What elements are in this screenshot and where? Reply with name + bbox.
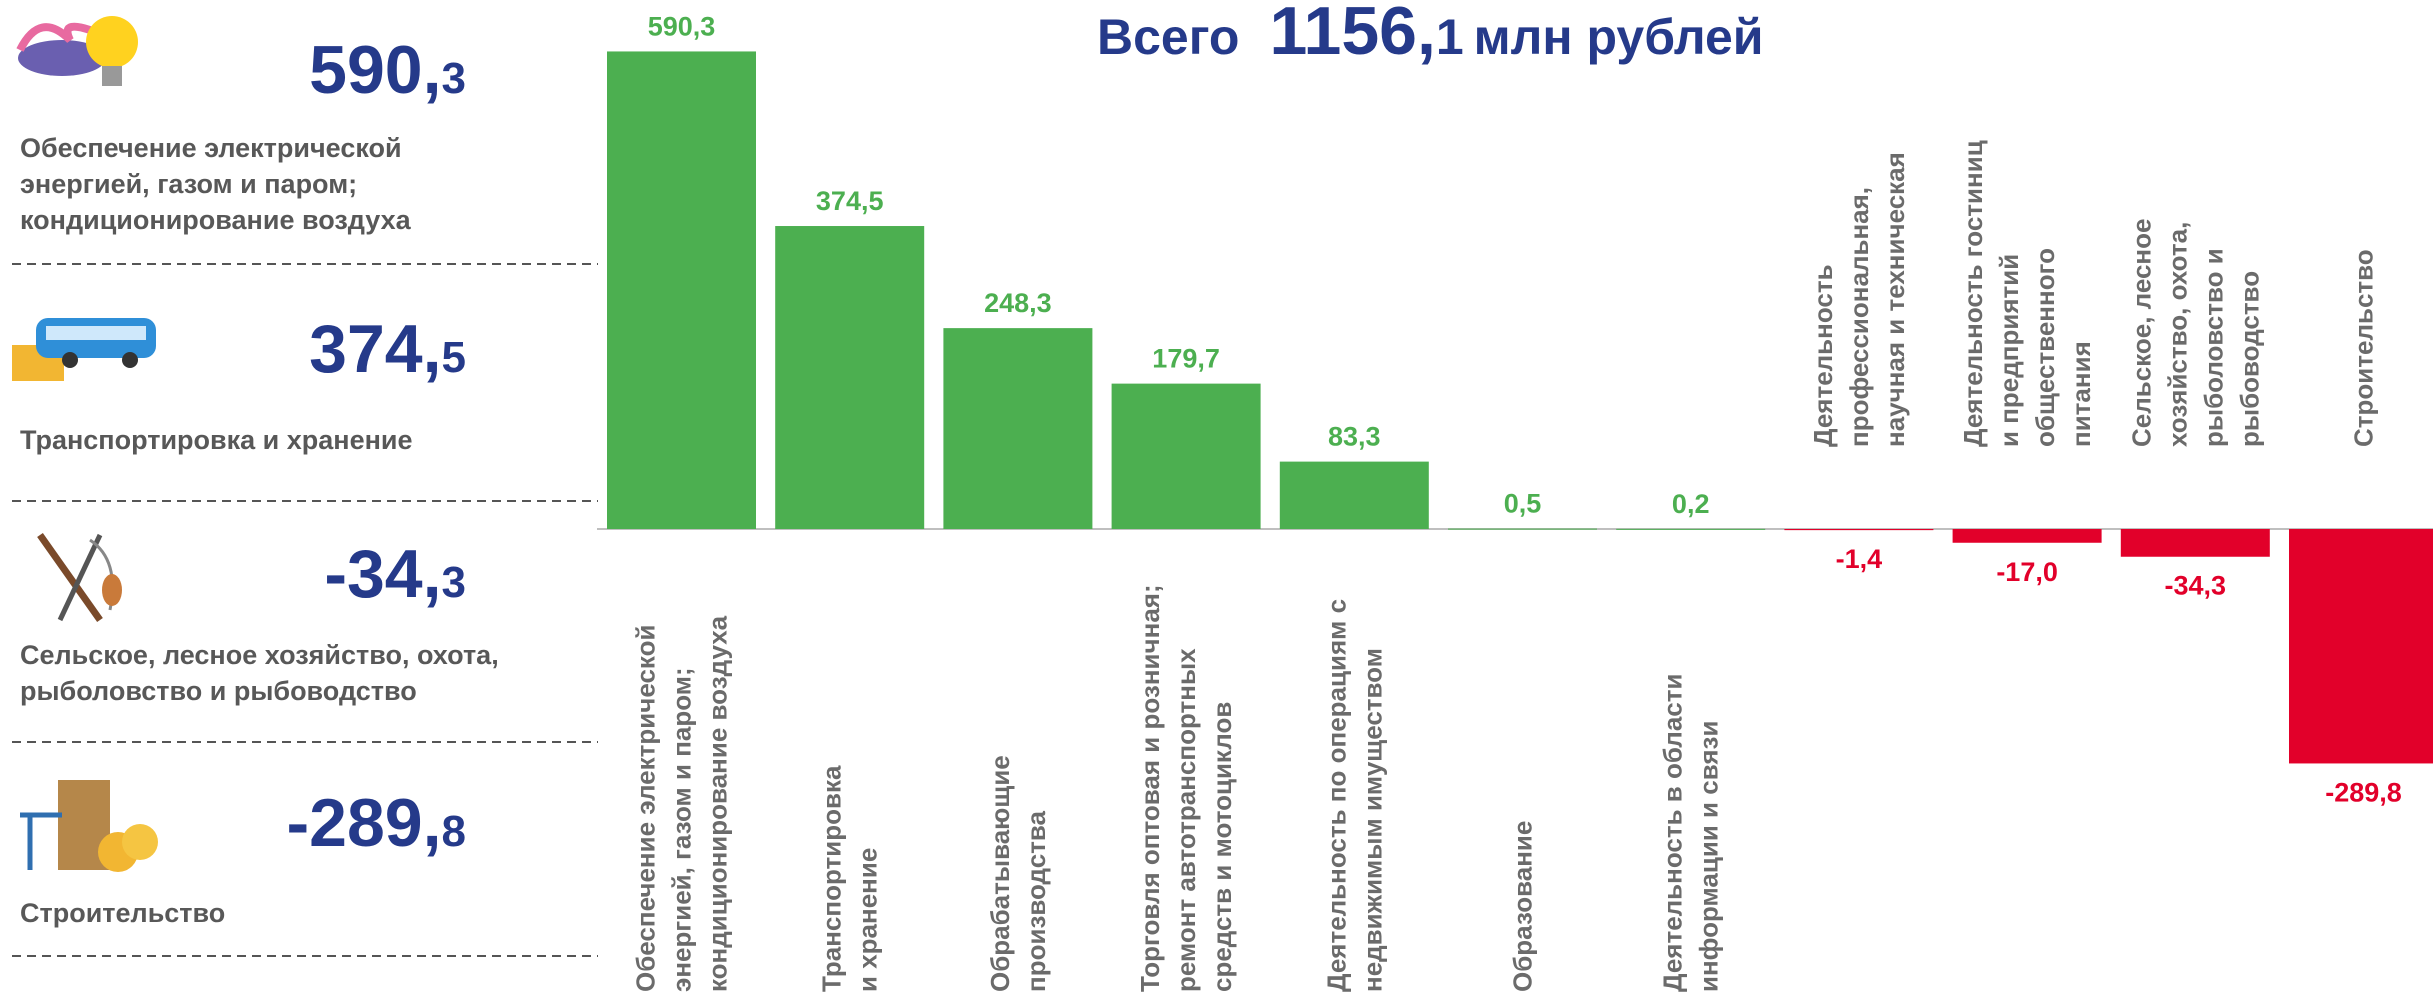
value-label: 179,7 [1152,344,1220,374]
icon-transport [12,318,156,381]
bar [2120,529,2270,557]
highlight-label: Обеспечение электрической энергией, газом… [20,133,412,235]
value-label: -289,8 [2325,777,2402,807]
category-label: Деятельность профессиональная, научная и т… [1808,152,1910,447]
value-label: 83,3 [1328,422,1381,452]
category-label: Обрабатывающие производства [985,755,1051,992]
value-label: -34,3 [2165,571,2227,601]
category-label: Обеспечение электрической энергией, газом… [631,615,733,992]
bar [2289,529,2433,764]
category-label: Деятельность в области информации и связи [1658,674,1724,992]
bar [1952,529,2102,543]
highlight-label: Транспортировка и хранение [20,425,413,455]
value-label: -17,0 [1996,557,2058,587]
bar [1784,529,1934,531]
bar [1448,528,1597,530]
bar [775,226,925,530]
highlight-value: -289,8 [287,785,466,861]
value-label: -1,4 [1836,544,1883,574]
category-label: Деятельность гостиниц и предприятий общест… [1958,140,2096,447]
bar [943,328,1093,529]
category-label: Строительство [2349,249,2379,447]
category-label: Образование [1508,821,1538,992]
bar [1111,383,1261,529]
value-label: 248,3 [984,288,1052,318]
bar [607,51,756,530]
highlight-value: 374,5 [309,311,466,387]
category-label: Сельское, лесное хозяйство, охота, рыболов… [2126,219,2264,447]
category-label: Торговля оптовая и розничная; ремонт авто… [1135,584,1237,992]
chart-title: Всего 1156,1 млн рублей [1097,0,1764,69]
value-label: 0,2 [1672,489,1710,519]
value-label: 374,5 [816,186,884,216]
category-label: Деятельность по операциям с недвижимым им… [1321,599,1387,992]
bar [1616,528,1766,530]
highlight-label: Сельское, лесное хозяйство, охота, рыболо… [20,640,499,706]
highlight-label: Строительство [20,898,225,928]
icon-agriculture [37,532,122,623]
icon-energy [16,16,138,86]
value-label: 590,3 [648,11,716,41]
icon-construction [20,780,158,872]
value-label: 0,5 [1504,489,1542,519]
category-label: Транспортировка и хранение [817,765,883,992]
highlight-value: -34,3 [324,536,466,612]
highlight-value: 590,3 [309,32,466,108]
bar [1279,461,1429,529]
